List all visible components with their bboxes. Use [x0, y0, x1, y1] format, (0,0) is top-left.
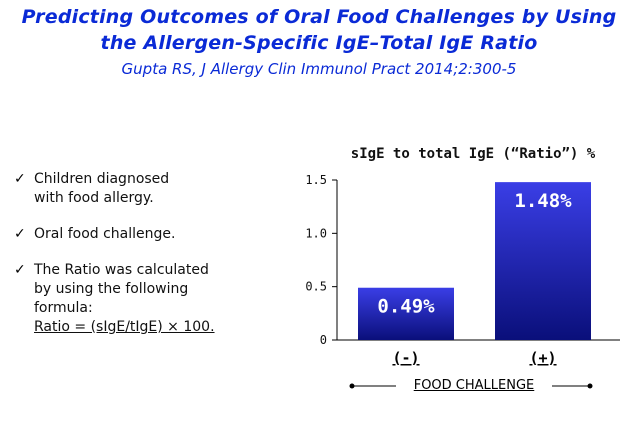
x-category-label: (+)	[529, 349, 556, 367]
bar-data-label: 0.49%	[377, 296, 435, 318]
y-tick-label: 0.5	[305, 280, 327, 294]
bar	[358, 287, 454, 340]
x-bracket-dot-right	[587, 383, 593, 389]
chart-title: sIgE to total IgE (“Ratio”) %	[350, 146, 596, 162]
slide-title-line-1: Predicting Outcomes of Oral Food Challen…	[21, 6, 617, 28]
bar-data-label: 1.48%	[514, 190, 572, 212]
check-mark-icon: ✓	[14, 171, 26, 187]
bullet-item: ✓ The Ratio was calculated by using the …	[14, 261, 264, 337]
check-mark-icon: ✓	[14, 262, 26, 278]
y-tick-label: 1.5	[305, 173, 327, 187]
bullet-text: with food allergy.	[34, 190, 154, 206]
x-axis-title: FOOD CHALLENGE	[413, 378, 535, 393]
bullet-item: ✓ Children diagnosed with food allergy.	[14, 170, 264, 208]
bar	[495, 182, 591, 340]
bullet-item: ✓ Oral food challenge.	[14, 225, 264, 244]
bullet-text: by using the following	[34, 281, 189, 297]
x-category-label: (-)	[392, 349, 419, 367]
slide-title-line-2: the Allergen-Specific IgE–Total IgE Rati…	[100, 32, 538, 54]
y-tick-label: 0	[320, 333, 327, 347]
bullet-text: Oral food challenge.	[34, 226, 176, 242]
bullet-text: The Ratio was calculated	[34, 262, 209, 278]
y-tick-label: 1.0	[305, 226, 327, 240]
bullet-list: ✓ Children diagnosed with food allergy. …	[14, 170, 264, 354]
bullet-text: Children diagnosed	[34, 171, 170, 187]
bullet-text: formula:	[34, 300, 93, 316]
citation: Gupta RS, J Allergy Clin Immunol Pract 2…	[121, 60, 517, 78]
check-mark-icon: ✓	[14, 226, 26, 242]
x-bracket-dot-left	[349, 383, 355, 389]
ratio-formula: Ratio = (sIgE/tIgE) × 100.	[34, 319, 215, 335]
